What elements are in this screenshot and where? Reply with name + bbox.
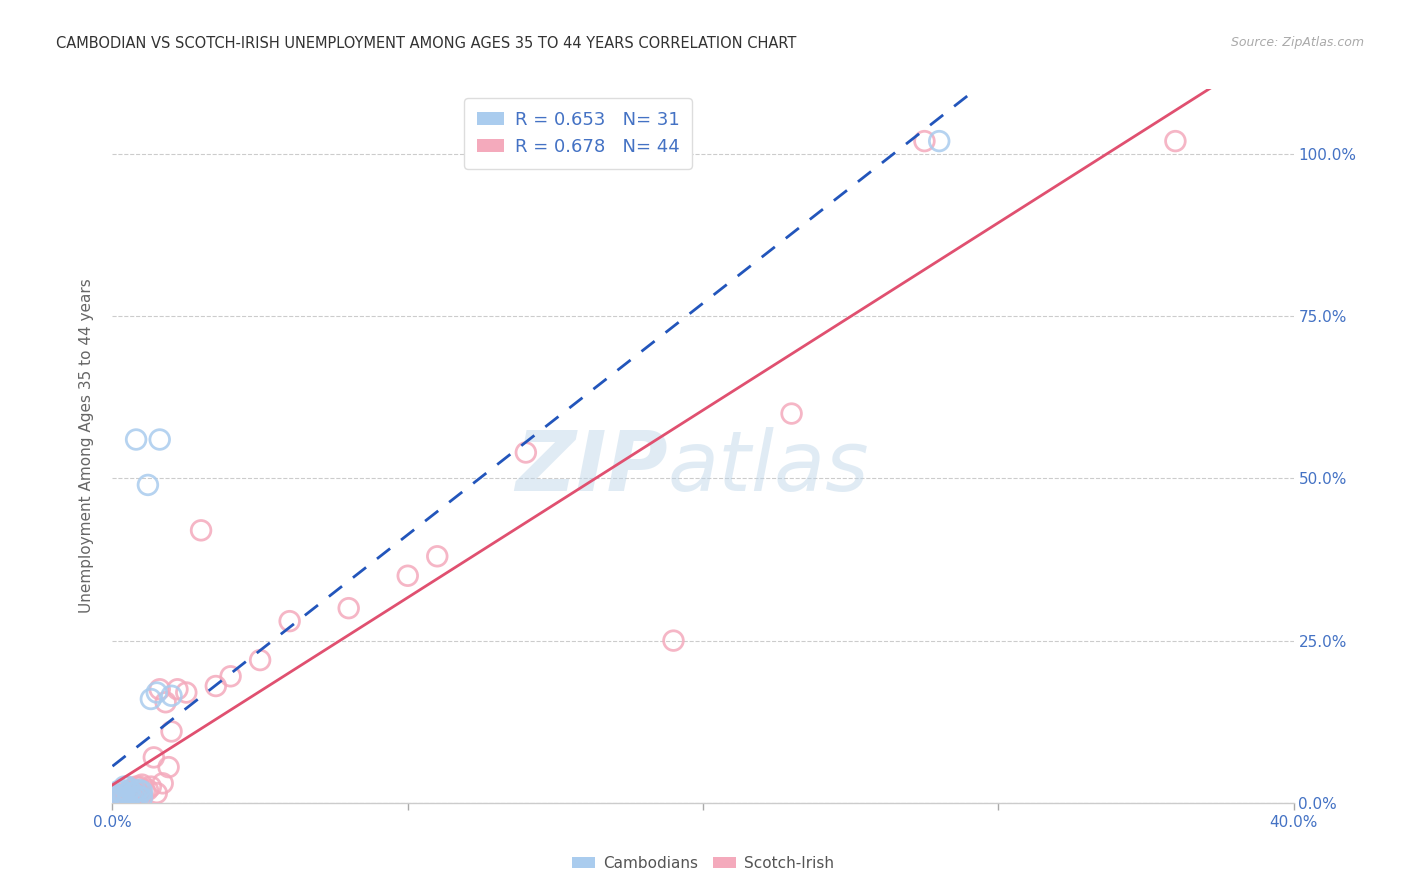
Text: CAMBODIAN VS SCOTCH-IRISH UNEMPLOYMENT AMONG AGES 35 TO 44 YEARS CORRELATION CHA: CAMBODIAN VS SCOTCH-IRISH UNEMPLOYMENT A…	[56, 36, 797, 51]
Point	[155, 695, 177, 709]
Point	[146, 685, 169, 699]
Point	[110, 792, 132, 806]
Text: ZIP: ZIP	[515, 427, 668, 508]
Point	[780, 407, 803, 421]
Point	[914, 134, 936, 148]
Point	[120, 782, 142, 797]
Point	[515, 445, 537, 459]
Point	[190, 524, 212, 538]
Point	[149, 433, 172, 447]
Point	[104, 788, 127, 802]
Point	[131, 790, 153, 805]
Point	[166, 682, 188, 697]
Point	[139, 780, 162, 794]
Point	[396, 568, 419, 582]
Point	[117, 786, 138, 800]
Point	[107, 789, 129, 804]
Point	[128, 789, 150, 804]
Point	[122, 789, 145, 804]
Point	[136, 478, 159, 492]
Text: atlas: atlas	[668, 427, 869, 508]
Point	[110, 792, 132, 806]
Point	[136, 782, 159, 797]
Point	[104, 792, 127, 806]
Point	[107, 792, 129, 806]
Point	[110, 789, 132, 804]
Point	[131, 784, 153, 798]
Point	[125, 788, 148, 802]
Point	[1164, 134, 1187, 148]
Point	[112, 786, 135, 800]
Point	[134, 784, 156, 798]
Y-axis label: Unemployment Among Ages 35 to 44 years: Unemployment Among Ages 35 to 44 years	[79, 278, 94, 614]
Point	[128, 786, 150, 800]
Point	[117, 780, 138, 794]
Point	[928, 134, 950, 148]
Point	[120, 784, 142, 798]
Point	[128, 780, 150, 794]
Point	[117, 788, 138, 802]
Point	[174, 685, 197, 699]
Point	[125, 780, 148, 794]
Point	[426, 549, 449, 564]
Point	[152, 776, 174, 790]
Point	[110, 788, 132, 802]
Point	[160, 724, 183, 739]
Point	[125, 784, 148, 798]
Point	[142, 750, 165, 764]
Point	[112, 780, 135, 794]
Point	[110, 782, 132, 797]
Point	[139, 692, 162, 706]
Point	[112, 792, 135, 806]
Point	[107, 788, 129, 802]
Point	[122, 792, 145, 806]
Point	[249, 653, 271, 667]
Point	[117, 792, 138, 806]
Text: Source: ZipAtlas.com: Source: ZipAtlas.com	[1230, 36, 1364, 49]
Point	[107, 784, 129, 798]
Point	[157, 760, 180, 774]
Point	[131, 788, 153, 802]
Point	[125, 433, 148, 447]
Point	[120, 790, 142, 805]
Legend: Cambodians, Scotch-Irish: Cambodians, Scotch-Irish	[567, 850, 839, 877]
Point	[160, 689, 183, 703]
Point	[125, 790, 148, 805]
Point	[107, 792, 129, 806]
Point	[117, 792, 138, 806]
Point	[662, 633, 685, 648]
Point	[149, 682, 172, 697]
Point	[128, 782, 150, 797]
Point	[104, 792, 127, 806]
Point	[146, 786, 169, 800]
Point	[122, 786, 145, 800]
Point	[122, 781, 145, 796]
Point	[219, 669, 242, 683]
Point	[278, 614, 301, 628]
Point	[120, 790, 142, 805]
Point	[112, 790, 135, 805]
Point	[337, 601, 360, 615]
Point	[205, 679, 228, 693]
Point	[131, 778, 153, 792]
